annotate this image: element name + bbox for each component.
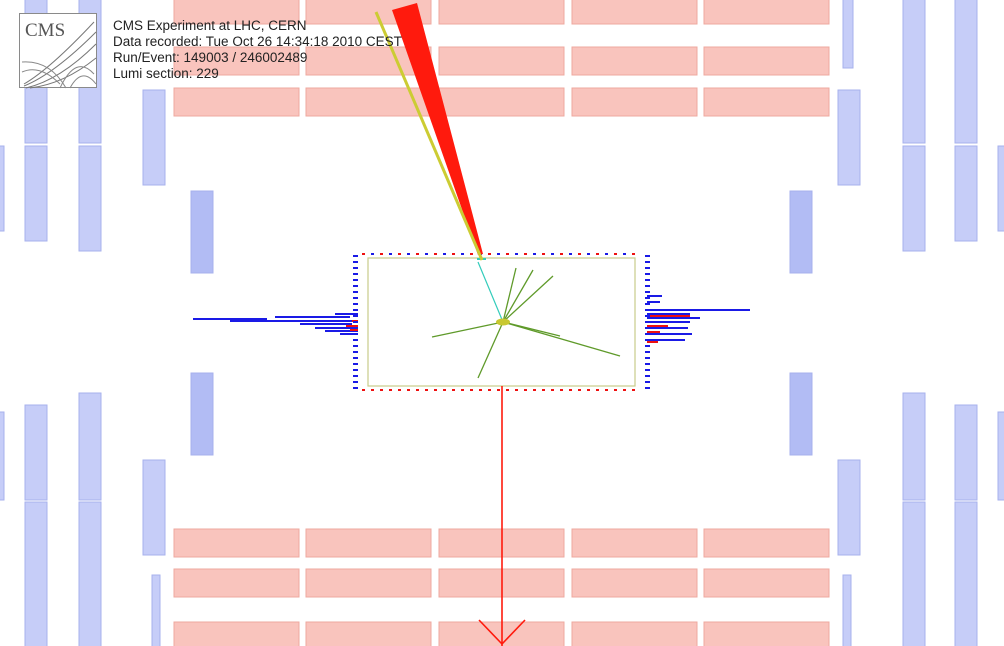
muon-chamber [902, 392, 926, 501]
experiment-label: CMS Experiment at LHC, CERN [113, 18, 307, 33]
muon-chamber [142, 89, 166, 186]
ecal-deposits [193, 253, 750, 391]
event-info: CMS Experiment at LHC, CERN Data recorde… [113, 18, 402, 82]
muon-chamber [78, 145, 102, 252]
track [477, 261, 504, 323]
hcal-block [571, 46, 698, 76]
inner-chamber [789, 372, 813, 456]
hcal-block [173, 621, 300, 646]
hcal-block [438, 46, 565, 76]
muon-chamber [902, 501, 926, 646]
track [502, 269, 534, 323]
muon-chamber [902, 0, 926, 144]
muon-chamber [837, 459, 861, 556]
hcal-block [703, 46, 830, 76]
muon-chamber [842, 574, 852, 646]
missing-et-arrow [478, 386, 526, 646]
muon-chamber [151, 574, 161, 646]
muon-chamber [954, 0, 978, 144]
track [502, 321, 561, 337]
muon-chamber [24, 501, 48, 646]
lumi-section: Lumi section: 229 [113, 66, 219, 81]
muon-chamber [954, 501, 978, 646]
muon-chamber [142, 459, 166, 556]
muon-chamber [842, 0, 854, 69]
muon-chamber [24, 145, 48, 242]
muon-chamber [78, 392, 102, 501]
muon-chamber [954, 145, 978, 242]
hcal-block [703, 0, 830, 25]
muon-chamber [954, 404, 978, 501]
track [431, 321, 504, 338]
hcal-block [703, 87, 830, 117]
hcal-block [173, 0, 300, 25]
track [502, 267, 517, 323]
muon-chamber [78, 501, 102, 646]
hcal-block [571, 0, 698, 25]
cms-logo-graphic [21, 21, 97, 89]
hcal-block [173, 528, 300, 558]
primary-vertex [496, 318, 510, 326]
hcal-block [305, 621, 432, 646]
hcal-block [173, 46, 300, 76]
muon-chamber [902, 145, 926, 252]
track [502, 275, 554, 323]
track [477, 321, 504, 379]
hcal-block [703, 621, 830, 646]
hcal-block [703, 568, 830, 598]
muon-chamber [24, 404, 48, 501]
hcal-block [438, 0, 565, 25]
cms-logo-text: CMS [25, 20, 66, 41]
hcal-blocks [173, 0, 830, 646]
hcal-block [173, 568, 300, 598]
track [502, 321, 621, 357]
hcal-block [703, 528, 830, 558]
inner-chamber [190, 190, 214, 274]
inner-chambers [190, 190, 813, 456]
hcal-block [305, 528, 432, 558]
cms-logo: CMS [19, 13, 97, 89]
run-event: Run/Event: 149003 / 246002489 [113, 50, 308, 65]
hcal-block [173, 87, 300, 117]
muon-track [374, 11, 484, 261]
recorded-date: Data recorded: Tue Oct 26 14:34:18 2010 … [113, 34, 402, 49]
hcal-block [438, 87, 565, 117]
hcal-block [571, 568, 698, 598]
muon-chamber [0, 411, 5, 501]
muon-chamber [837, 89, 861, 186]
muon-chamber [997, 145, 1004, 232]
hcal-block [305, 568, 432, 598]
hcal-block [305, 87, 432, 117]
hcal-block [571, 87, 698, 117]
tracks [431, 258, 621, 379]
jet-cone [392, 3, 483, 255]
muon-chamber [997, 411, 1004, 501]
inner-chamber [190, 372, 214, 456]
muon-chamber [0, 145, 5, 232]
hcal-block [571, 621, 698, 646]
inner-chamber [789, 190, 813, 274]
hcal-block [571, 528, 698, 558]
